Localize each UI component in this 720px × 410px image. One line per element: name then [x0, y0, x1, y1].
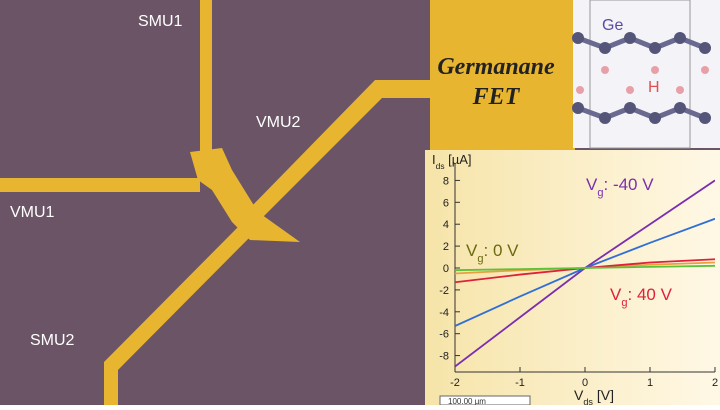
x-axis-label-part: [V] — [593, 387, 614, 403]
annotation-part: V — [610, 285, 622, 304]
label: SMU1 — [138, 13, 183, 30]
y-tick-label: -6 — [439, 329, 449, 341]
electrodes — [0, 0, 575, 405]
label: SMU2 — [30, 332, 75, 349]
atom-label: H — [648, 79, 660, 96]
x-tick-label: 2 — [712, 377, 718, 389]
crystal-structure: Ge H — [572, 0, 720, 149]
label: VMU1 — [10, 204, 55, 221]
x-tick-label: -2 — [450, 377, 460, 389]
x-tick-label: -1 — [515, 377, 525, 389]
label: VMU2 — [256, 114, 301, 131]
y-tick-label: 4 — [443, 219, 449, 231]
x-tick-label: 1 — [647, 377, 653, 389]
y-axis-label-part: [µA] — [445, 152, 472, 167]
annotation-sub: g — [621, 297, 627, 309]
atom-label: Ge — [602, 17, 623, 34]
annotation-part: V — [466, 241, 478, 260]
data-line — [455, 264, 715, 272]
series-group — [455, 179, 715, 368]
annotation: Vg: 40 V — [610, 285, 673, 309]
scale-bar-label: 100.00 µm — [448, 397, 486, 405]
annotation: Vg: -40 V — [586, 175, 654, 199]
annotation-sub: g — [477, 253, 483, 265]
y-axis-label: Ids [µA] — [432, 152, 472, 171]
x-axis-label-part: V — [574, 387, 584, 403]
x-axis-label: Vds [V] — [574, 387, 614, 405]
y-axis-label-part: I — [432, 152, 436, 167]
title: Germanane — [437, 54, 555, 80]
annotation-sub: g — [597, 187, 603, 199]
y-tick-label: -8 — [439, 351, 449, 363]
y-tick-label: 6 — [443, 197, 449, 209]
annotation: Vg: 0 V — [466, 241, 519, 265]
x-tick-label: 0 — [582, 377, 588, 389]
y-tick-label: -2 — [439, 285, 449, 297]
annotation-part: : 40 V — [628, 285, 673, 304]
y-tick-label: -4 — [439, 307, 449, 319]
y-tick-label: 0 — [443, 263, 449, 275]
x-axis-label-sub: ds — [583, 397, 593, 405]
annotation-part: : 0 V — [484, 241, 520, 260]
title: FET — [472, 84, 521, 110]
y-tick-label: 2 — [443, 241, 449, 253]
annotation-part: V — [586, 175, 598, 194]
annotation-part: : -40 V — [604, 175, 655, 194]
y-tick-label: 8 — [443, 175, 449, 187]
y-axis-label-sub: ds — [436, 161, 445, 171]
